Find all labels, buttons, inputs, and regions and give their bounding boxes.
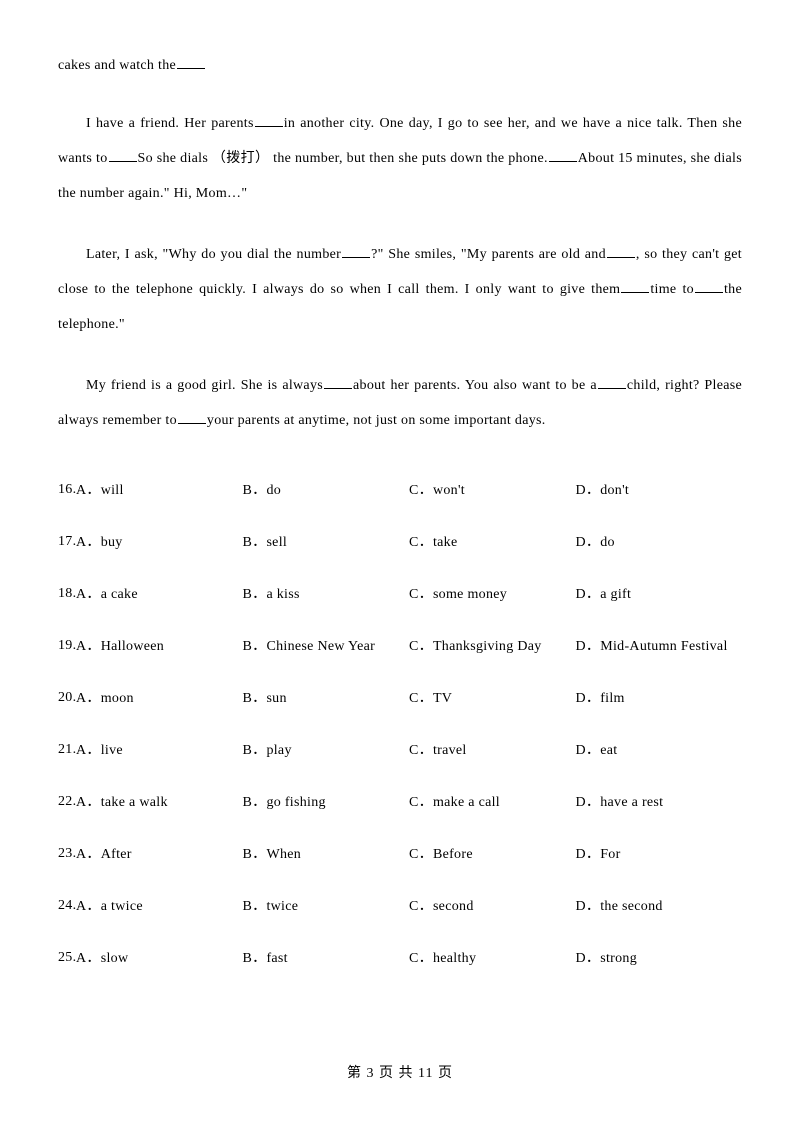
blank [255,114,283,127]
blank [109,149,137,162]
p2-a: Later, I ask, "Why do you dial the numbe… [86,247,341,262]
option-b: B．a kiss [243,584,410,605]
question-row: 18. A．a cake B．a kiss C．some money D．a g… [58,568,742,620]
option-a: A．Halloween [76,636,243,657]
blank [342,245,370,258]
option-c: C．make a call [409,792,576,813]
option-b: B．twice [243,896,410,917]
option-c: C．Before [409,844,576,865]
blank [178,411,206,424]
options: A．moon B．sun C．TV D．film [76,688,742,709]
blank [549,149,577,162]
option-c: C．TV [409,688,576,709]
question-number: 19. [58,638,76,655]
blank [621,280,649,293]
option-c: C．Thanksgiving Day [409,636,576,657]
option-a: A．buy [76,532,243,553]
fragment-text: cakes and watch the [58,58,176,73]
option-c: C．travel [409,740,576,761]
question-row: 24. A．a twice B．twice C．second D．the sec… [58,880,742,932]
option-d: D．do [576,532,743,553]
option-b: B．When [243,844,410,865]
question-row: 19. A．Halloween B．Chinese New Year C．Tha… [58,620,742,672]
option-d: D．film [576,688,743,709]
option-a: A．live [76,740,243,761]
option-a: A．After [76,844,243,865]
option-b: B．sell [243,532,410,553]
option-b: B．Chinese New Year [243,636,410,657]
options: A．Halloween B．Chinese New Year C．Thanksg… [76,636,742,657]
options: A．After B．When C．Before D．For [76,844,742,865]
question-number: 16. [58,482,76,499]
p3-d: your parents at anytime, not just on som… [207,413,546,428]
paragraph-3: My friend is a good girl. She is always a… [58,368,742,438]
question-list: 16. A．will B．do C．won't D．don't 17. A．bu… [58,464,742,984]
option-d: D．strong [576,948,743,969]
question-row: 17. A．buy B．sell C．take D．do [58,516,742,568]
question-row: 16. A．will B．do C．won't D．don't [58,464,742,516]
option-b: B．play [243,740,410,761]
option-a: A．will [76,480,243,501]
question-row: 22. A．take a walk B．go fishing C．make a … [58,776,742,828]
option-d: D．a gift [576,584,743,605]
p1-a: I have a friend. Her parents [86,116,254,131]
options: A．live B．play C．travel D．eat [76,740,742,761]
blank [324,376,352,389]
page-footer: 第 3 页 共 11 页 [0,1062,800,1082]
question-number: 20. [58,690,76,707]
question-row: 23. A．After B．When C．Before D．For [58,828,742,880]
p3-b: about her parents. You also want to be a [353,378,597,393]
paragraph-1: I have a friend. Her parentsin another c… [58,106,742,211]
option-c: C．healthy [409,948,576,969]
p2-b: ?" She smiles, "My parents are old and [371,247,606,262]
p3-a: My friend is a good girl. She is always [86,378,323,393]
p2-d: time to [650,282,694,297]
p1-c: So she dials （拨打） the number, but then s… [138,151,548,166]
question-number: 21. [58,742,76,759]
question-row: 25. A．slow B．fast C．healthy D．strong [58,932,742,984]
fragment-line: cakes and watch the [58,52,742,80]
question-number: 22. [58,794,76,811]
question-number: 17. [58,534,76,551]
options: A．will B．do C．won't D．don't [76,480,742,501]
question-number: 18. [58,586,76,603]
blank [598,376,626,389]
option-d: D．don't [576,480,743,501]
option-c: C．take [409,532,576,553]
options: A．a cake B．a kiss C．some money D．a gift [76,584,742,605]
options: A．a twice B．twice C．second D．the second [76,896,742,917]
options: A．slow B．fast C．healthy D．strong [76,948,742,969]
option-a: A．moon [76,688,243,709]
blank [695,280,723,293]
option-b: B．sun [243,688,410,709]
option-d: D．the second [576,896,743,917]
question-number: 23. [58,846,76,863]
option-d: D．have a rest [576,792,743,813]
option-b: B．do [243,480,410,501]
option-d: D．Mid-Autumn Festival [576,636,743,657]
question-number: 25. [58,950,76,967]
option-c: C．second [409,896,576,917]
option-c: C．won't [409,480,576,501]
option-b: B．go fishing [243,792,410,813]
option-a: A．a cake [76,584,243,605]
option-a: A．a twice [76,896,243,917]
option-b: B．fast [243,948,410,969]
options: A．take a walk B．go fishing C．make a call… [76,792,742,813]
paragraph-2: Later, I ask, "Why do you dial the numbe… [58,237,742,342]
blank [177,56,205,69]
option-c: C．some money [409,584,576,605]
blank [607,245,635,258]
options: A．buy B．sell C．take D．do [76,532,742,553]
option-d: D．For [576,844,743,865]
question-row: 20. A．moon B．sun C．TV D．film [58,672,742,724]
question-row: 21. A．live B．play C．travel D．eat [58,724,742,776]
question-number: 24. [58,898,76,915]
option-a: A．slow [76,948,243,969]
option-d: D．eat [576,740,743,761]
option-a: A．take a walk [76,792,243,813]
